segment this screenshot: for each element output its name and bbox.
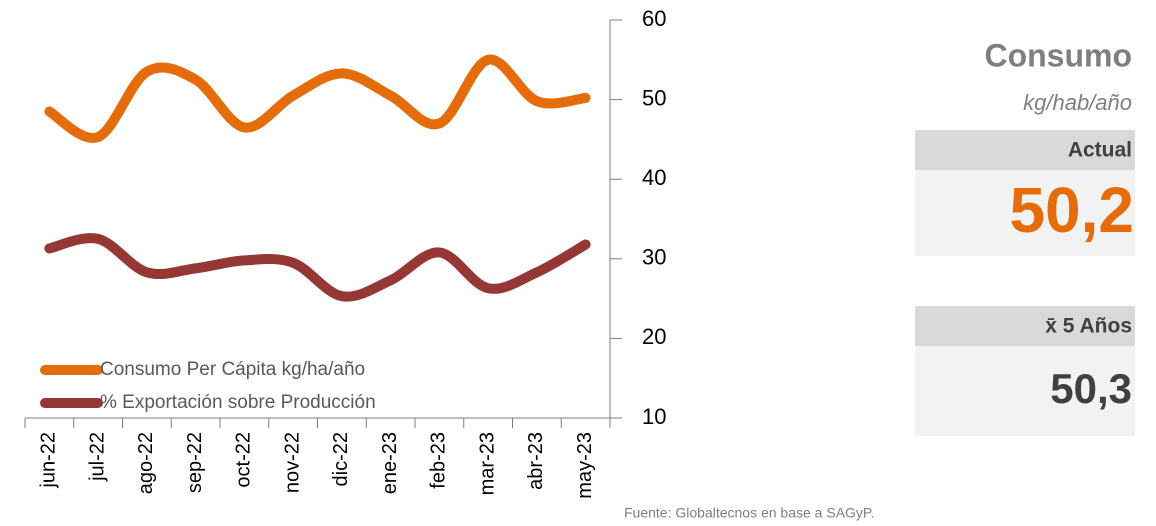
panel-title: Consumo: [984, 37, 1132, 73]
panel-unit: kg/hab/año: [1023, 90, 1132, 115]
header-bg: [915, 306, 1135, 346]
average-label: x̄ 5 Años: [1045, 315, 1132, 338]
value-bg: [915, 170, 1135, 256]
series-line: [44, 54, 591, 143]
y-tick-label: 30: [642, 245, 666, 270]
average-value: 50,3: [1050, 365, 1132, 412]
x-tick-label: abr-23: [525, 432, 547, 490]
y-tick-label: 20: [642, 324, 666, 349]
x-tick-label: mar-23: [476, 432, 498, 495]
x-tick-label: sep-22: [184, 432, 206, 493]
source: Fuente: Globaltecnos en base a SAGyP.: [624, 505, 874, 521]
y-tick-label: 50: [642, 85, 666, 110]
current-value: 50,2: [1009, 174, 1134, 246]
series-line: [44, 233, 591, 302]
x-tick-label: dic-22: [330, 432, 352, 486]
x-tick-label: oct-22: [233, 432, 255, 488]
y-tick-label: 40: [642, 165, 666, 190]
x-tick-label: ago-22: [135, 432, 157, 494]
x-tick-label: nov-22: [281, 432, 303, 493]
x-tick-label: may-23: [574, 432, 596, 499]
header-bg: [915, 130, 1135, 170]
x-tick-label: jul-22: [86, 432, 108, 482]
y-tick-label: 10: [642, 404, 666, 429]
x-tick-label: feb-23: [428, 432, 450, 489]
value-bg: [915, 346, 1135, 436]
x-tick-label: jun-22: [38, 432, 60, 489]
legend-label: % Exportación sobre Producción: [100, 392, 376, 413]
y-tick-label: 60: [642, 6, 666, 31]
current-label: Actual: [1068, 139, 1132, 162]
x-tick-label: ene-23: [379, 432, 401, 494]
legend-label: Consumo Per Cápita kg/ha/año: [100, 359, 365, 380]
